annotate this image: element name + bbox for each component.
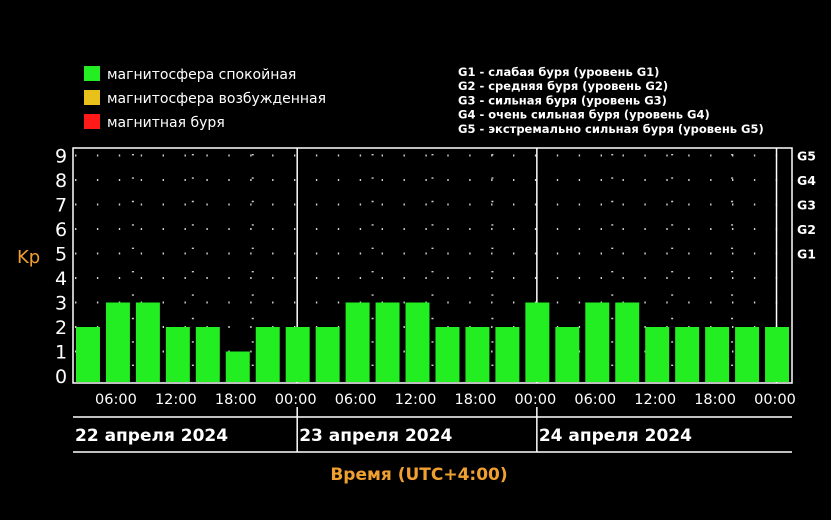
g-level-label-0: G1 [797,247,816,262]
bar-16 [555,327,580,382]
bar-19 [645,327,670,382]
g-legend-line-4: G5 - экстремально сильная буря (уровень … [458,122,764,136]
g-legend-line-0: G1 - слабая буря (уровень G1) [458,65,659,79]
x-tick-label-7: 00:00 [514,392,556,408]
x-tick-label-4: 06:00 [335,392,377,408]
x-tick-label-11: 00:00 [754,392,796,408]
y-tick-label-0: 0 [55,366,67,388]
y-tick-label-6: 6 [55,219,67,241]
x-tick-label-9: 12:00 [634,392,676,408]
bar-7 [285,327,310,382]
x-tick-label-0: 06:00 [95,392,137,408]
y-tick-label-8: 8 [55,170,67,192]
plot-frame [72,147,793,384]
bar-22 [735,327,760,382]
bar-4 [195,327,220,382]
g-level-label-1: G2 [797,222,816,237]
bar-21 [705,327,730,382]
bar-20 [675,327,700,382]
legend-swatch-0 [84,66,100,81]
x-tick-label-6: 18:00 [455,392,497,408]
legend-swatch-1 [84,90,100,105]
x-tick-label-1: 12:00 [155,392,197,408]
bar-14 [495,327,520,382]
bar-6 [255,327,280,382]
bar-12 [435,327,460,382]
legend-label-0: магнитосфера спокойная [107,67,296,83]
bar-9 [345,302,370,382]
day-label-2: 24 апреля 2024 [539,426,692,446]
y-tick-label-4: 4 [55,268,67,290]
bar-3 [165,327,190,382]
y-tick-label-5: 5 [55,244,67,266]
bar-17 [585,302,610,382]
y-tick-label-3: 3 [55,293,67,315]
legend-label-1: магнитосфера возбужденная [107,91,326,107]
g-level-label-3: G4 [797,173,816,188]
bar-5 [225,351,250,382]
y-tick-label-9: 9 [55,146,67,168]
x-tick-label-5: 12:00 [395,392,437,408]
y-tick-label-2: 2 [55,317,67,339]
bar-0 [75,327,100,382]
day-label-0: 22 апреля 2024 [75,426,228,446]
bar-2 [135,302,160,382]
legend-label-2: магнитная буря [107,115,225,131]
g-level-label-4: G5 [797,149,816,164]
x-tick-label-3: 00:00 [275,392,317,408]
bar-10 [375,302,400,382]
bar-11 [405,302,430,382]
bar-8 [315,327,340,382]
y-tick-label-1: 1 [55,342,67,364]
x-axis-label: Время (UTC+4:00) [330,465,507,485]
g-legend-line-3: G4 - очень сильная буря (уровень G4) [458,108,710,122]
g-level-label-2: G3 [797,198,816,213]
legend-swatch-2 [84,114,100,129]
g-legend-line-1: G2 - средняя буря (уровень G2) [458,79,668,93]
x-tick-label-10: 18:00 [694,392,736,408]
bar-15 [525,302,550,382]
bar-1 [105,302,130,382]
y-axis-label: Kp [17,247,40,268]
bar-18 [615,302,640,382]
bar-13 [465,327,490,382]
y-tick-label-7: 7 [55,195,67,217]
x-tick-label-2: 18:00 [215,392,257,408]
day-label-1: 23 апреля 2024 [299,426,452,446]
g-legend-line-2: G3 - сильная буря (уровень G3) [458,93,667,107]
x-tick-label-8: 06:00 [574,392,616,408]
bar-23 [765,327,790,382]
